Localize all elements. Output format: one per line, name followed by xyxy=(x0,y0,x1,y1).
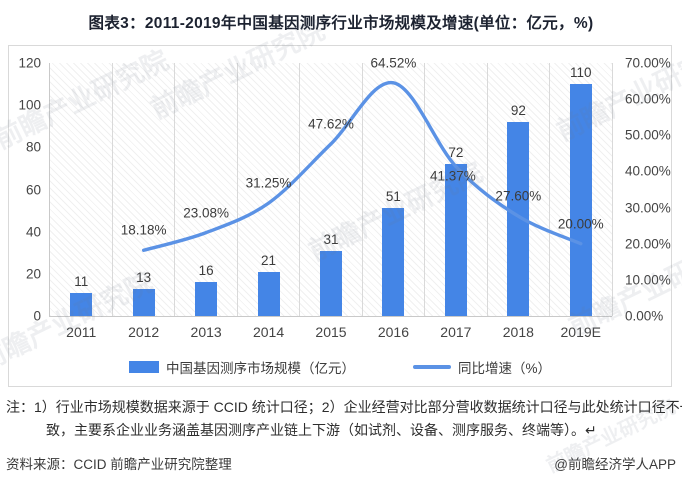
growth-point-label: 41.37% xyxy=(429,168,476,184)
gridline xyxy=(424,63,426,316)
x-axis-label: 2019E xyxy=(560,324,602,340)
bar-value-label: 72 xyxy=(448,145,464,161)
x-axis-label: 2011 xyxy=(66,324,97,340)
gridline xyxy=(174,63,176,316)
gridline xyxy=(236,63,238,316)
bar-value-label: 51 xyxy=(385,189,401,205)
legend-label-growth: 同比增速（%） xyxy=(457,361,551,376)
growth-point-label: 20.00% xyxy=(557,216,604,232)
x-axis-label: 2012 xyxy=(128,324,160,340)
bar-2015 xyxy=(320,250,342,316)
bar-value-label: 110 xyxy=(570,65,592,81)
legend-item-growth: 同比增速（%） xyxy=(412,357,551,377)
left-axis-tick: 120 xyxy=(18,55,41,71)
bar-value-label: 11 xyxy=(74,273,89,289)
line-series-swatch xyxy=(412,365,451,369)
right-axis-tick: 60.00% xyxy=(625,91,671,107)
growth-point-label: 47.62% xyxy=(308,116,354,132)
bar-2016 xyxy=(382,208,405,316)
chart-area: 11 13 16 21 31 51 72 92 110 0 20 40 60 80 100 120 0.00… xyxy=(8,45,672,387)
chart-title: 图表3：2011-2019年中国基因测序行业市场规模及增速(单位：亿元，%) xyxy=(88,15,594,32)
left-axis-tick: 40 xyxy=(25,224,41,240)
legend: 中国基因测序市场规模（亿元） 同比增速（%） xyxy=(9,357,671,377)
legend-item-market-size: 中国基因测序市场规模（亿元） xyxy=(128,357,355,377)
bar-2011 xyxy=(70,292,93,316)
bar-value-label: 13 xyxy=(136,269,152,285)
bar-2018 xyxy=(507,122,530,316)
right-axis-tick: 30.00% xyxy=(625,200,671,216)
left-axis-tick: 100 xyxy=(18,97,41,113)
right-axis-tick: 10.00% xyxy=(625,272,671,288)
bar-value-label: 92 xyxy=(510,103,526,119)
gridline xyxy=(111,63,113,316)
growth-point-label: 18.18% xyxy=(120,222,167,238)
left-axis-tick: 20 xyxy=(25,266,41,282)
bar-2019E xyxy=(569,84,592,316)
right-axis-tick: 70.00% xyxy=(625,55,671,71)
gridline xyxy=(611,63,613,316)
left-axis-tick: 80 xyxy=(25,139,41,155)
growth-point-label: 31.25% xyxy=(245,175,292,191)
bar-series-swatch xyxy=(128,361,159,373)
growth-point-label: 27.60% xyxy=(495,188,542,204)
bar-2014 xyxy=(257,271,280,316)
gridline xyxy=(361,63,363,316)
gridline xyxy=(486,63,488,316)
left-axis-tick: 0 xyxy=(33,308,41,324)
x-axis-label: 2017 xyxy=(440,324,472,340)
right-axis-tick: 40.00% xyxy=(625,163,671,179)
gridline xyxy=(549,63,551,316)
bar-value-label: 16 xyxy=(198,263,214,279)
legend-label-market-size: 中国基因测序市场规模（亿元） xyxy=(165,361,355,376)
bar-2013 xyxy=(195,282,218,316)
growth-line xyxy=(141,81,583,252)
right-axis-tick: 0.00% xyxy=(625,308,664,324)
growth-line-path xyxy=(141,81,583,252)
x-axis-label: 2013 xyxy=(190,324,222,340)
plot-area: 11 13 16 21 31 51 72 92 110 0 20 40 60 80 100 120 0.00… xyxy=(18,55,670,340)
gridline xyxy=(299,63,301,316)
bar-value-label: 31 xyxy=(323,231,339,247)
footnote: 注：1）行业市场规模数据来源于 CCID 统计口径；2）企业经营对比部分营收数据… xyxy=(6,399,682,438)
bar-2017 xyxy=(444,164,467,316)
x-axis-label: 2014 xyxy=(252,324,285,340)
bar-value-label: 21 xyxy=(261,252,277,268)
source-text: 资料来源：CCID 前瞻产业研究院整理 xyxy=(6,457,232,472)
left-axis-tick: 60 xyxy=(25,182,41,197)
source-row: 资料来源：CCID 前瞻产业研究院整理 @前瞻经济学人APP xyxy=(6,453,676,473)
x-axis-label: 2018 xyxy=(502,324,534,340)
growth-point-label: 23.08% xyxy=(183,205,230,221)
growth-point-label: 64.52% xyxy=(370,55,417,71)
x-axis-label: 2015 xyxy=(315,324,347,340)
bar-2012 xyxy=(132,288,155,316)
right-axis-tick: 50.00% xyxy=(625,127,671,143)
x-axis-label: 2016 xyxy=(377,324,410,340)
right-axis-tick: 20.00% xyxy=(625,236,671,252)
credit-text: @前瞻经济学人APP xyxy=(554,457,676,472)
